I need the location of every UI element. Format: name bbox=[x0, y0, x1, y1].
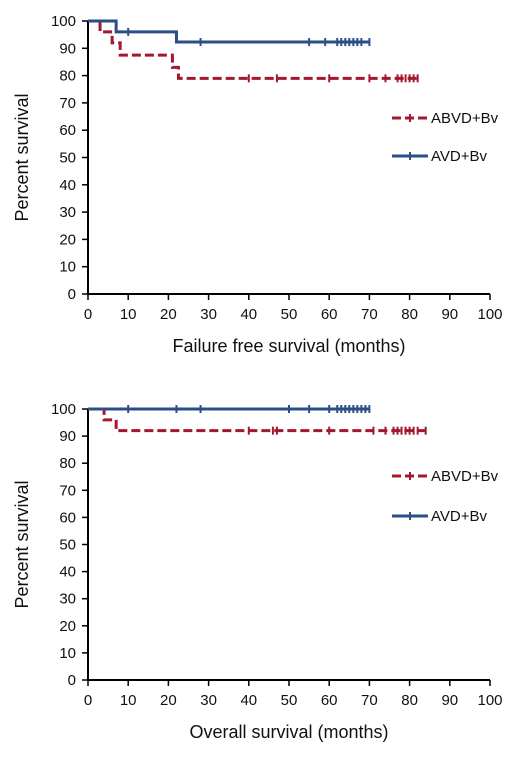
x-tick-label: 50 bbox=[281, 692, 298, 709]
legend-item: AVD+Bv bbox=[392, 508, 487, 525]
km-curve bbox=[88, 19, 370, 44]
km-curve bbox=[88, 19, 418, 80]
y-tick-label: 100 bbox=[51, 13, 76, 30]
x-tick-label: 80 bbox=[401, 692, 418, 709]
x-tick-label: 20 bbox=[160, 692, 177, 709]
y-tick-label: 70 bbox=[59, 95, 76, 112]
x-tick-label: 80 bbox=[401, 306, 418, 323]
x-tick-label: 10 bbox=[120, 692, 137, 709]
y-tick-label: 10 bbox=[59, 259, 76, 276]
legend-label: ABVD+Bv bbox=[431, 468, 499, 485]
y-tick-label: 80 bbox=[59, 68, 76, 85]
series-abvd-bv bbox=[88, 19, 419, 83]
x-tick-label: 10 bbox=[120, 306, 137, 323]
x-tick-label: 60 bbox=[321, 692, 338, 709]
legend-item: AVD+Bv bbox=[392, 148, 487, 165]
series-abvd-bv bbox=[88, 407, 427, 435]
y-tick-label: 0 bbox=[68, 286, 76, 303]
chart-panel-1: 0 10 20 30 40 50 60 70 80 90 100 0 10 20 30 40 50 60 70 80 9… bbox=[12, 13, 503, 356]
y-tick-label: 20 bbox=[59, 618, 76, 635]
legend-item: ABVD+Bv bbox=[392, 110, 499, 127]
x-tick-label: 70 bbox=[361, 692, 378, 709]
y-tick-label: 100 bbox=[51, 401, 76, 418]
x-tick-label: 0 bbox=[84, 692, 92, 709]
x-tick-label: 60 bbox=[321, 306, 338, 323]
x-tick-label: 0 bbox=[84, 306, 92, 323]
x-tick-label: 90 bbox=[441, 692, 458, 709]
y-tick-label: 50 bbox=[59, 537, 76, 554]
x-tick-label: 40 bbox=[240, 306, 257, 323]
y-tick-label: 10 bbox=[59, 645, 76, 662]
y-axis-title: Percent survival bbox=[12, 480, 32, 608]
km-curve bbox=[88, 407, 426, 433]
y-tick-label: 80 bbox=[59, 455, 76, 472]
y-tick-label: 30 bbox=[59, 204, 76, 221]
x-tick-label: 20 bbox=[160, 306, 177, 323]
y-tick-label: 0 bbox=[68, 672, 76, 689]
x-tick-label: 30 bbox=[200, 692, 217, 709]
x-tick-label: 40 bbox=[240, 692, 257, 709]
x-tick-label: 90 bbox=[441, 306, 458, 323]
y-tick-label: 90 bbox=[59, 40, 76, 57]
legend-label: AVD+Bv bbox=[431, 508, 487, 525]
x-tick-label: 70 bbox=[361, 306, 378, 323]
y-tick-label: 30 bbox=[59, 591, 76, 608]
y-tick-label: 60 bbox=[59, 509, 76, 526]
y-tick-label: 60 bbox=[59, 122, 76, 139]
y-tick-label: 40 bbox=[59, 177, 76, 194]
x-tick-label: 100 bbox=[477, 306, 502, 323]
y-axis-title: Percent survival bbox=[12, 93, 32, 221]
legend-label: ABVD+Bv bbox=[431, 110, 499, 127]
y-tick-label: 20 bbox=[59, 231, 76, 248]
x-axis-title: Failure free survival (months) bbox=[172, 336, 405, 356]
y-tick-label: 40 bbox=[59, 564, 76, 581]
x-axis-title: Overall survival (months) bbox=[189, 722, 388, 742]
legend-item: ABVD+Bv bbox=[392, 468, 499, 485]
x-tick-label: 100 bbox=[477, 692, 502, 709]
series-avd-bv bbox=[88, 405, 371, 413]
chart-panel-2: 0 10 20 30 40 50 60 70 80 90 100 0 10 20 30 40 50 60 70 80 9… bbox=[12, 401, 503, 742]
series-avd-bv bbox=[88, 19, 371, 47]
y-tick-label: 50 bbox=[59, 150, 76, 167]
legend-label: AVD+Bv bbox=[431, 148, 487, 165]
y-tick-label: 90 bbox=[59, 428, 76, 445]
x-tick-label: 50 bbox=[281, 306, 298, 323]
y-tick-label: 70 bbox=[59, 482, 76, 499]
x-tick-label: 30 bbox=[200, 306, 217, 323]
